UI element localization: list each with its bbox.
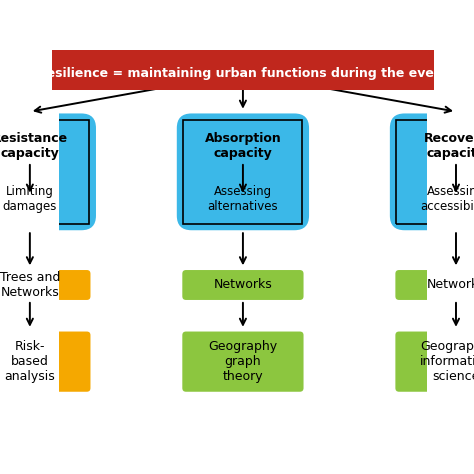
FancyBboxPatch shape — [52, 50, 434, 91]
Text: Geography
graph
theory: Geography graph theory — [209, 340, 277, 383]
Text: Risk-
based
analysis: Risk- based analysis — [4, 340, 55, 383]
Text: Geographic
information
science: Geographic information science — [420, 340, 474, 383]
FancyBboxPatch shape — [182, 331, 303, 392]
FancyBboxPatch shape — [390, 113, 474, 230]
FancyBboxPatch shape — [0, 331, 91, 392]
FancyBboxPatch shape — [395, 270, 474, 300]
Text: Limiting
damages: Limiting damages — [3, 185, 57, 213]
Text: Resistance
capacity: Resistance capacity — [0, 132, 68, 160]
Text: Absorption
capacity: Absorption capacity — [205, 132, 281, 160]
Text: Trees and
Networks: Trees and Networks — [0, 271, 60, 299]
FancyBboxPatch shape — [0, 270, 91, 300]
Text: Assessing
accessibility: Assessing accessibility — [420, 185, 474, 213]
Text: Networks: Networks — [427, 279, 474, 292]
FancyBboxPatch shape — [0, 113, 96, 230]
Text: Recovery
capacity: Recovery capacity — [424, 132, 474, 160]
Text: Resilience = maintaining urban functions during the event: Resilience = maintaining urban functions… — [37, 67, 449, 80]
Text: Assessing
alternatives: Assessing alternatives — [208, 185, 278, 213]
FancyBboxPatch shape — [177, 113, 309, 230]
FancyBboxPatch shape — [182, 270, 303, 300]
FancyBboxPatch shape — [395, 331, 474, 392]
Text: Networks: Networks — [214, 279, 272, 292]
